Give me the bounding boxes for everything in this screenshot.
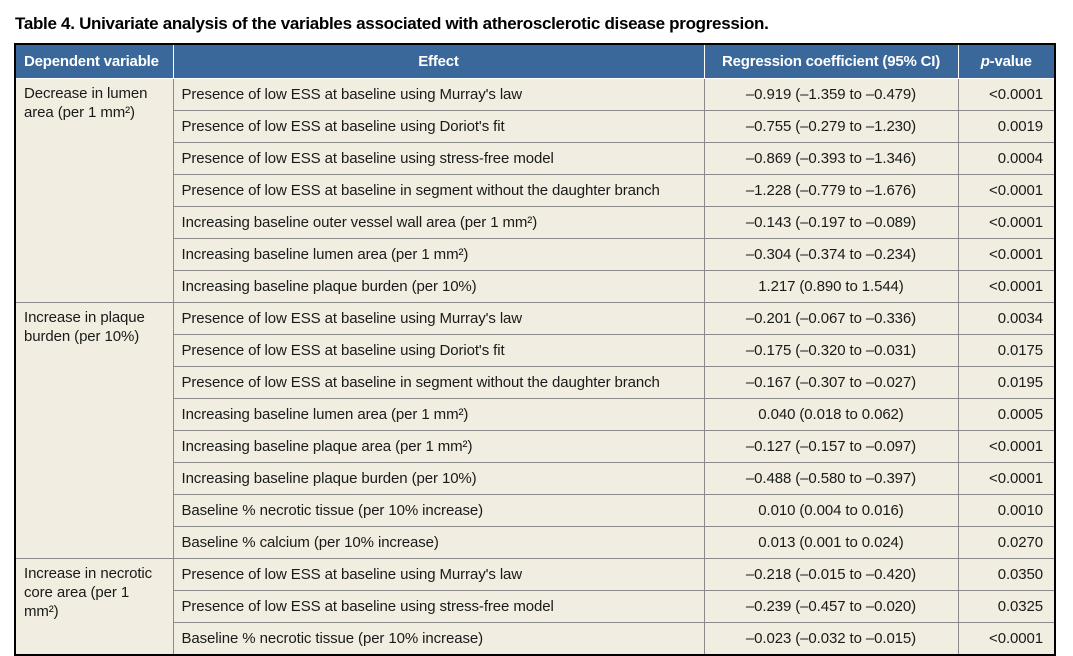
coefficient-cell: –1.228 (–0.779 to –1.676) <box>703 174 959 207</box>
effect-cell: Presence of low ESS at baseline using Mu… <box>172 302 705 335</box>
p-value-cell: 0.0019 <box>957 110 1056 143</box>
coefficient-cell: –0.919 (–1.359 to –0.479) <box>703 78 959 111</box>
coefficient-cell: 0.040 (0.018 to 0.062) <box>703 398 959 431</box>
page-title: Table 4. Univariate analysis of the vari… <box>15 14 769 33</box>
p-value-cell: 0.0195 <box>957 366 1056 399</box>
effect-cell: Presence of low ESS at baseline in segme… <box>172 174 705 207</box>
table-row: Increasing baseline outer vessel wall ar… <box>15 206 1056 239</box>
p-value-cell: <0.0001 <box>957 238 1056 271</box>
effect-cell: Increasing baseline plaque area (per 1 m… <box>172 430 705 463</box>
effect-cell: Increasing baseline lumen area (per 1 mm… <box>172 398 705 431</box>
header-regression-coefficient: Regression coefficient (95% CI) <box>703 44 959 79</box>
table-row: Presence of low ESS at baseline in segme… <box>15 366 1056 399</box>
effect-cell: Baseline % necrotic tissue (per 10% incr… <box>172 622 705 656</box>
table-row: Decrease in lumen area (per 1 mm²) Presen… <box>14 78 1056 303</box>
table-row: Presence of low ESS at baseline using Do… <box>15 110 1056 143</box>
coefficient-cell: 1.217 (0.890 to 1.544) <box>703 270 959 303</box>
effect-cell: Increasing baseline plaque burden (per 1… <box>172 270 705 303</box>
table-row: Increase in necrotic core area (per 1 mm… <box>14 558 1056 656</box>
p-value-cell: 0.0270 <box>957 526 1056 559</box>
effect-cell: Increasing baseline plaque burden (per 1… <box>172 462 705 495</box>
p-value-cell: <0.0001 <box>957 462 1056 495</box>
p-value-cell: 0.0350 <box>957 558 1056 591</box>
p-value-cell: 0.0004 <box>957 142 1056 175</box>
header-effect: Effect <box>172 44 705 79</box>
effect-cell: Presence of low ESS at baseline using st… <box>172 142 705 175</box>
effect-cell: Presence of low ESS at baseline using Do… <box>172 110 705 143</box>
p-value-italic-p: p <box>980 53 990 70</box>
coefficient-cell: –0.023 (–0.032 to –0.015) <box>703 622 959 656</box>
coefficient-cell: –0.239 (–0.457 to –0.020) <box>703 590 959 623</box>
coefficient-cell: –0.755 (–0.279 to –1.230) <box>703 110 959 143</box>
p-value-cell: 0.0325 <box>957 590 1056 623</box>
effect-cell: Baseline % calcium (per 10% increase) <box>172 526 705 559</box>
table-row: Increasing baseline plaque burden (per 1… <box>15 462 1056 495</box>
coefficient-cell: –0.869 (–0.393 to –1.346) <box>703 142 959 175</box>
table-row: Increasing baseline lumen area (per 1 mm… <box>15 398 1056 431</box>
effect-cell: Presence of low ESS at baseline using Mu… <box>172 78 705 111</box>
p-value-cell: <0.0001 <box>957 206 1056 239</box>
effect-cell: Presence of low ESS at baseline in segme… <box>172 366 705 399</box>
coefficient-cell: –0.201 (–0.067 to –0.336) <box>703 302 959 335</box>
header-row: Dependent variable Effect Regression coe… <box>15 44 1055 79</box>
dependent-variable-cell: Decrease in lumen area (per 1 mm²) <box>14 78 174 303</box>
p-value-cell: <0.0001 <box>957 622 1056 656</box>
table-row: Increase in plaque burden (per 10%) Prese… <box>14 302 1056 559</box>
coefficient-cell: –0.218 (–0.015 to –0.420) <box>703 558 959 591</box>
p-value-cell: 0.0010 <box>957 494 1056 527</box>
p-value-cell: 0.0034 <box>957 302 1056 335</box>
p-value-cell: <0.0001 <box>957 430 1056 463</box>
table-row: Presence of low ESS at baseline in segme… <box>15 174 1056 207</box>
table-row: Presence of low ESS at baseline using st… <box>15 142 1056 175</box>
p-value-cell: <0.0001 <box>957 270 1056 303</box>
coefficient-cell: 0.013 (0.001 to 0.024) <box>703 526 959 559</box>
header-p-value: p-value <box>957 44 1055 79</box>
univariate-analysis-table: Dependent variable Effect Regression coe… <box>14 43 1056 656</box>
p-value-cell: <0.0001 <box>957 174 1056 207</box>
effect-cell: Presence of low ESS at baseline using Do… <box>172 334 705 367</box>
effect-cell: Presence of low ESS at baseline using Mu… <box>172 558 705 591</box>
coefficient-cell: 0.010 (0.004 to 0.016) <box>703 494 959 527</box>
header-dependent-variable: Dependent variable <box>15 44 174 79</box>
dependent-variable-cell: Increase in plaque burden (per 10%) <box>14 302 174 559</box>
table-header: Dependent variable Effect Regression coe… <box>15 44 1055 79</box>
effect-cell: Presence of low ESS at baseline using st… <box>172 590 705 623</box>
p-value-cell: <0.0001 <box>957 78 1056 111</box>
table-row: Increasing baseline lumen area (per 1 mm… <box>15 238 1056 271</box>
table-row: Baseline % calcium (per 10% increase) 0.0… <box>15 526 1056 559</box>
p-value-cell: 0.0005 <box>957 398 1056 431</box>
coefficient-cell: –0.304 (–0.374 to –0.234) <box>703 238 959 271</box>
effect-cell: Baseline % necrotic tissue (per 10% incr… <box>172 494 705 527</box>
coefficient-cell: –0.488 (–0.580 to –0.397) <box>703 462 959 495</box>
coefficient-cell: –0.143 (–0.197 to –0.089) <box>703 206 959 239</box>
coefficient-cell: –0.127 (–0.157 to –0.097) <box>703 430 959 463</box>
effect-cell: Increasing baseline outer vessel wall ar… <box>172 206 705 239</box>
coefficient-cell: –0.167 (–0.307 to –0.027) <box>703 366 959 399</box>
effect-cell: Increasing baseline lumen area (per 1 mm… <box>172 238 705 271</box>
table-row: Presence of low ESS at baseline using Do… <box>15 334 1056 367</box>
table-row: Baseline % necrotic tissue (per 10% incr… <box>15 494 1056 527</box>
table-body: Decrease in lumen area (per 1 mm²) Presen… <box>14 78 1056 656</box>
p-value-rest: -value <box>989 53 1032 70</box>
dependent-variable-cell: Increase in necrotic core area (per 1 mm… <box>14 558 174 656</box>
p-value-cell: 0.0175 <box>957 334 1056 367</box>
coefficient-cell: –0.175 (–0.320 to –0.031) <box>703 334 959 367</box>
